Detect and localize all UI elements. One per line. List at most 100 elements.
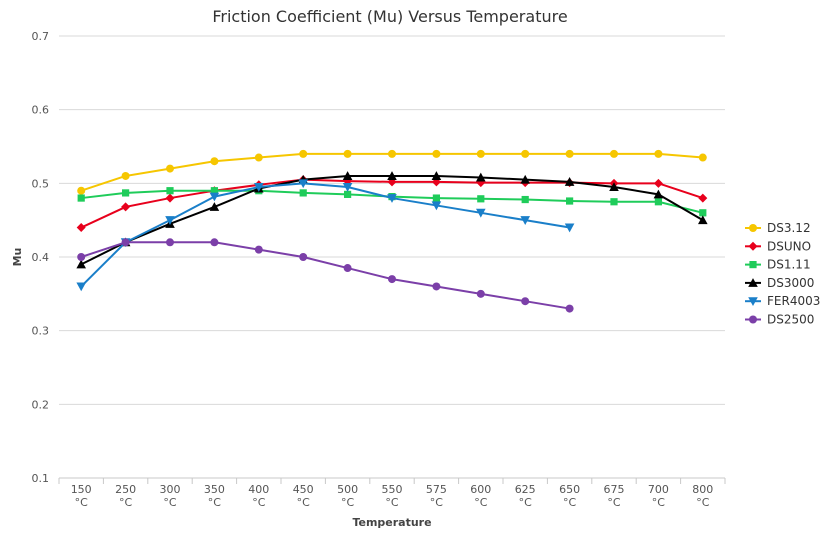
data-point	[344, 190, 352, 198]
data-point	[476, 172, 486, 182]
data-point	[564, 223, 575, 233]
legend-label: DSUNO	[767, 239, 811, 253]
x-tick-label: 450 °C	[293, 483, 314, 509]
data-point	[698, 215, 708, 225]
data-point	[610, 198, 618, 206]
data-point	[564, 177, 575, 186]
legend: DS3.12 DSUNO DS1.11 DS3000 FER4003 DS2500	[745, 221, 820, 327]
x-tick-label: 550 °C	[382, 483, 403, 509]
data-point	[121, 171, 130, 180]
data-point	[521, 297, 530, 306]
data-point	[387, 171, 397, 180]
y-tick-label: 0.1	[32, 472, 50, 485]
data-point	[121, 238, 130, 247]
x-tick-label: 625 °C	[515, 483, 536, 509]
series-ds2500	[77, 238, 574, 313]
data-point	[77, 194, 85, 202]
x-tick-label: 675 °C	[604, 483, 625, 509]
data-point	[121, 202, 131, 212]
x-tick-label: 350 °C	[204, 483, 225, 509]
data-point	[521, 195, 529, 204]
data-point	[299, 253, 308, 261]
data-point	[698, 193, 708, 203]
legend-item[interactable]: FER4003	[745, 294, 820, 308]
legend-item[interactable]: DS1.11	[745, 258, 811, 272]
data-point	[76, 259, 86, 269]
grid	[59, 35, 725, 479]
y-tick-label: 0.7	[32, 30, 50, 43]
legend-item[interactable]: DS3.12	[745, 221, 811, 235]
legend-marker	[748, 241, 758, 251]
data-point	[166, 238, 174, 247]
data-point	[520, 174, 530, 184]
legend-item[interactable]: DS2500	[745, 313, 814, 327]
data-point	[77, 186, 86, 195]
legend-marker	[748, 297, 758, 306]
data-point	[166, 164, 174, 173]
x-tick-label: 575 °C	[426, 483, 447, 509]
x-tick-label: 700 °C	[648, 483, 669, 509]
data-point	[476, 208, 486, 218]
axes: 0.1 0.2 0.3 0.4 0.5 0.6 0.7 150 °C 250 °C 300 °C 350 °…	[32, 30, 726, 509]
data-point	[699, 209, 707, 217]
data-point	[610, 149, 618, 158]
x-tick-label: 600 °C	[470, 483, 491, 509]
data-point	[122, 189, 130, 197]
data-point	[209, 192, 220, 202]
legend-item[interactable]: DSUNO	[745, 239, 811, 253]
data-point	[299, 189, 307, 197]
data-point	[343, 149, 352, 158]
legend-marker	[749, 315, 757, 324]
series-line	[80, 241, 570, 310]
data-point	[698, 153, 707, 162]
y-axis-title: Mu	[11, 248, 24, 267]
data-point	[165, 216, 175, 225]
data-point	[566, 197, 574, 205]
data-point	[77, 253, 86, 261]
data-point	[210, 187, 218, 195]
data-point	[342, 183, 353, 192]
data-point	[343, 264, 352, 273]
data-point	[432, 194, 440, 202]
legend-label: DS2500	[767, 313, 814, 327]
chart-title: Friction Coefficient (Mu) Versus Tempera…	[212, 7, 567, 26]
data-point	[388, 149, 396, 158]
data-point	[565, 304, 574, 313]
legend-marker	[749, 224, 757, 232]
data-point	[654, 149, 663, 158]
series-fer4003	[76, 179, 575, 292]
data-point	[653, 178, 663, 188]
x-tick-label: 150 °C	[71, 483, 92, 509]
data-point	[432, 282, 441, 291]
series-group	[76, 149, 708, 313]
data-point	[432, 149, 441, 158]
data-point	[521, 149, 530, 158]
data-point	[165, 193, 175, 203]
data-point	[609, 182, 619, 192]
legend-label: DS3000	[767, 276, 814, 290]
legend-item[interactable]: DS3000	[745, 276, 814, 290]
data-point	[654, 198, 662, 206]
x-tick-label: 800 °C	[692, 483, 713, 509]
x-axis-title: Temperature	[352, 516, 431, 529]
data-point	[476, 149, 485, 158]
data-point	[477, 195, 485, 203]
data-point	[254, 153, 263, 162]
series-line	[80, 182, 570, 288]
legend-marker	[748, 278, 758, 287]
y-tick-label: 0.5	[32, 177, 50, 190]
y-tick-label: 0.3	[32, 325, 50, 338]
data-point	[76, 223, 86, 233]
data-point	[431, 201, 442, 211]
data-point	[298, 179, 308, 189]
x-tick-label: 650 °C	[559, 483, 580, 509]
data-point	[210, 238, 219, 247]
data-point	[210, 157, 219, 166]
legend-label: DS1.11	[767, 258, 811, 272]
data-point	[476, 289, 485, 298]
data-point	[565, 149, 574, 158]
data-point	[387, 194, 397, 203]
legend-label: FER4003	[767, 294, 820, 308]
